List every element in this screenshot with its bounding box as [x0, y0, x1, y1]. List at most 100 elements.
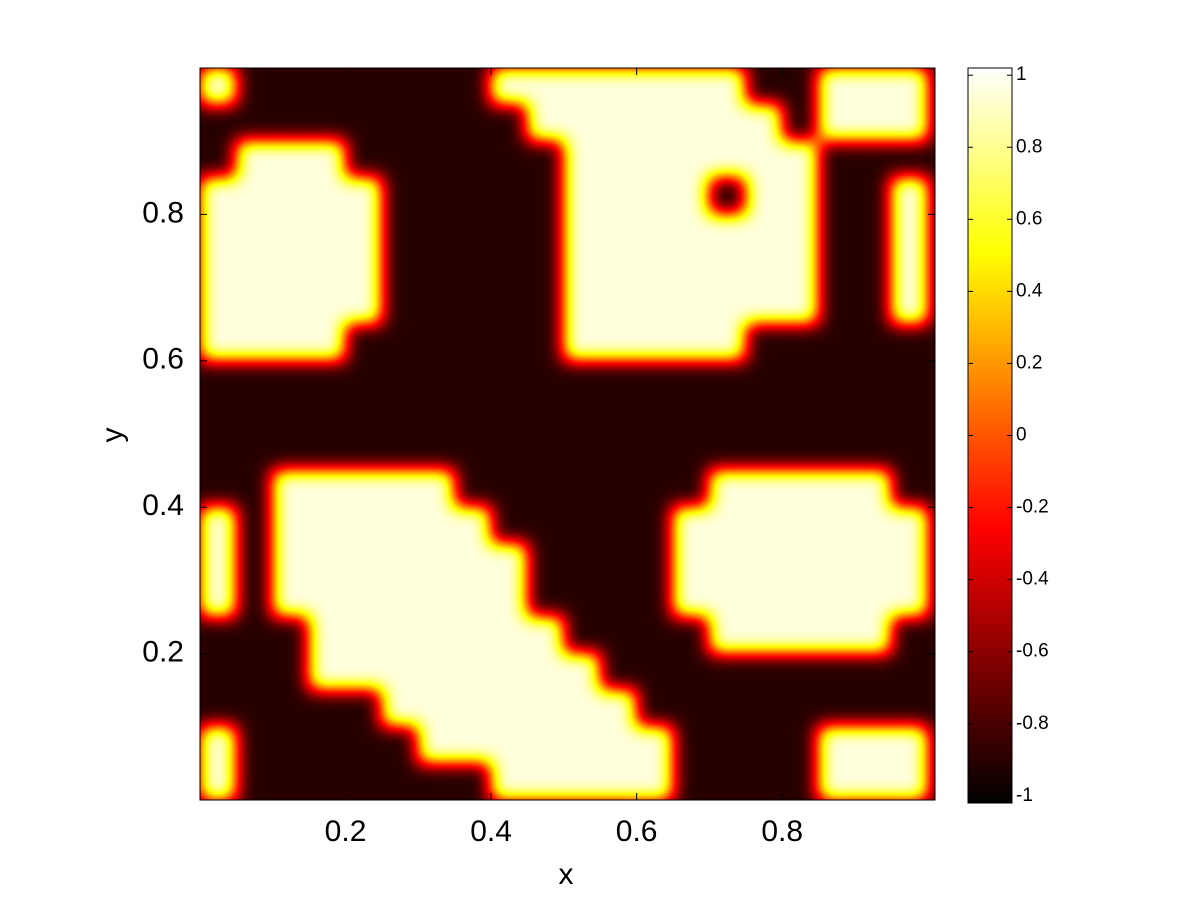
- heatmap-cell: [308, 579, 347, 618]
- heatmap-cell: [417, 213, 456, 252]
- heatmap-cell: [490, 104, 528, 142]
- heatmap-cell: [818, 360, 856, 398]
- heatmap-cell: [745, 323, 783, 362]
- heatmap-cell: [272, 396, 310, 435]
- heatmap-cell: [708, 287, 747, 325]
- y-tick-label: 0.8: [142, 196, 184, 229]
- heatmap-cell: [417, 250, 456, 289]
- heatmap-cell: [563, 323, 601, 362]
- heatmap-cell: [490, 140, 528, 179]
- heatmap-cell: [200, 689, 237, 728]
- heatmap-cell: [526, 323, 565, 362]
- heatmap-cell: [235, 213, 274, 252]
- heatmap-cell: [345, 104, 383, 142]
- heatmap-cell: [526, 762, 565, 800]
- heatmap-cell: [672, 68, 710, 106]
- heatmap-cell: [345, 213, 383, 252]
- heatmap-cell: [235, 104, 274, 142]
- heatmap-cell: [200, 543, 237, 581]
- heatmap-cell: [745, 762, 783, 800]
- heatmap-cell: [235, 762, 274, 800]
- heatmap-cell: [454, 543, 492, 581]
- heatmap-cell: [308, 616, 347, 655]
- heatmap-cell: [235, 653, 274, 691]
- heatmap-cell: [818, 104, 856, 142]
- heatmap-cell: [890, 323, 929, 362]
- heatmap-cell: [745, 616, 783, 655]
- heatmap-cell: [890, 689, 929, 728]
- heatmap-cell: [890, 433, 929, 472]
- heatmap-cell: [672, 653, 710, 691]
- colorbar-tick-label: 0.6: [1016, 208, 1042, 229]
- heatmap-cell: [235, 287, 274, 325]
- heatmap-cell: [781, 360, 820, 398]
- heatmap-cell: [235, 506, 274, 545]
- heatmap-cell: [781, 579, 820, 618]
- heatmap-cell: [708, 177, 747, 215]
- heatmap-cell: [745, 68, 783, 106]
- heatmap-cell: [781, 616, 820, 655]
- heatmap-cell: [818, 653, 856, 691]
- heatmap-cell: [563, 177, 601, 215]
- heatmap-cell: [745, 360, 783, 398]
- x-tick-label: 0.6: [616, 815, 658, 848]
- heatmap-cell: [672, 213, 710, 252]
- heatmap-cell: [417, 323, 456, 362]
- heatmap-cell: [272, 762, 310, 800]
- heatmap-cell: [345, 250, 383, 289]
- heatmap-cell: [708, 396, 747, 435]
- heatmap-cell: [381, 506, 419, 545]
- heatmap-cell: [526, 470, 565, 508]
- heatmap-cell: [745, 433, 783, 472]
- heatmap-cell: [854, 762, 892, 800]
- heatmap-cell: [854, 433, 892, 472]
- heatmap-cell: [599, 140, 638, 179]
- heatmap-cell: [490, 579, 528, 618]
- heatmap-cell: [818, 762, 856, 800]
- colorbar-tick-label: -0.2: [1016, 497, 1049, 518]
- heatmap-cell: [417, 689, 456, 728]
- heatmap-cell: [563, 213, 601, 252]
- axes-box: [199, 67, 936, 801]
- heatmap-cell: [818, 177, 856, 215]
- heatmap-cell: [781, 396, 820, 435]
- heatmap-cell: [200, 68, 237, 106]
- heatmap-cell: [781, 323, 820, 362]
- heatmap-cell: [781, 68, 820, 106]
- heatmap-cell: [526, 506, 565, 545]
- heatmap-cell: [708, 726, 747, 764]
- heatmap-cell: [563, 579, 601, 618]
- heatmap-cell: [563, 396, 601, 435]
- heatmap-cell: [490, 543, 528, 581]
- heatmap-cell: [599, 104, 638, 142]
- heatmap-cell: [636, 140, 674, 179]
- heatmap-cell: [781, 653, 820, 691]
- heatmap-cell: [454, 360, 492, 398]
- heatmap-cell: [381, 323, 419, 362]
- heatmap-cell: [381, 287, 419, 325]
- heatmap-cell: [308, 140, 347, 179]
- heatmap-cell: [381, 726, 419, 764]
- heatmap-cell: [272, 506, 310, 545]
- heatmap-cell: [708, 689, 747, 728]
- heatmap-cell: [599, 287, 638, 325]
- heatmap-cell: [235, 543, 274, 581]
- heatmap-cell: [490, 287, 528, 325]
- heatmap-cell: [308, 287, 347, 325]
- heatmap-cell: [818, 213, 856, 252]
- heatmap-cell: [308, 689, 347, 728]
- heatmap-cell: [599, 543, 638, 581]
- heatmap-cell: [526, 543, 565, 581]
- heatmap-cell: [854, 104, 892, 142]
- heatmap-cell: [708, 506, 747, 545]
- heatmap-cell: [599, 360, 638, 398]
- heatmap-cell: [526, 140, 565, 179]
- heatmap-cell: [818, 433, 856, 472]
- heatmap-cell: [599, 396, 638, 435]
- heatmap-cell: [890, 470, 929, 508]
- heatmap-cell: [200, 396, 237, 435]
- heatmap-cell: [200, 177, 237, 215]
- heatmap-cell: [235, 250, 274, 289]
- heatmap-cell: [636, 323, 674, 362]
- heatmap-cell: [818, 689, 856, 728]
